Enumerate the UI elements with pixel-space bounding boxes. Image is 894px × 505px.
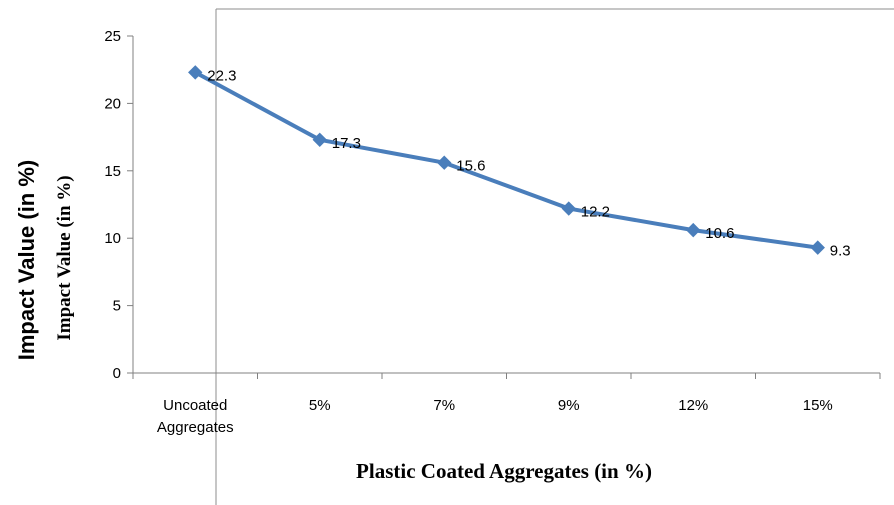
x-tick-label-line: 5%	[309, 397, 331, 414]
x-tick-label: Uncoated Aggregates	[157, 397, 234, 436]
x-tick-label-line: 15%	[803, 397, 833, 414]
data-label: 15.6	[456, 158, 485, 175]
data-point	[561, 201, 576, 216]
y-axis-label-overlay: Impact Value (in %)	[14, 160, 39, 361]
y-axis-ticks: 0 5 10 15 20 25	[104, 28, 133, 382]
x-tick-label: 5%	[309, 397, 331, 414]
data-label: 17.3	[332, 135, 361, 152]
x-axis-ticks: Uncoated Aggregates 5% 7% 9% 12% 15%	[132, 373, 881, 436]
y-tick-label: 25	[104, 28, 121, 45]
data-point	[686, 222, 701, 238]
data-point	[810, 240, 825, 255]
y-axis-label: Impact Value (in %)	[54, 175, 75, 340]
y-tick-label: 10	[104, 230, 121, 247]
x-tick-label: 12%	[678, 397, 708, 414]
x-tick-label-line: Aggregates	[157, 419, 234, 436]
data-label: 10.6	[705, 225, 734, 242]
data-point	[312, 132, 327, 148]
y-tick-label: 15	[104, 163, 121, 180]
x-tick-label-line: 7%	[433, 397, 455, 414]
data-point	[188, 65, 203, 80]
series-impact-value	[188, 65, 825, 255]
data-point	[437, 155, 452, 170]
data-label: 12.2	[581, 204, 610, 221]
x-tick-label: 15%	[803, 397, 833, 414]
y-tick-label: 20	[104, 95, 121, 112]
x-tick-label: 7%	[433, 397, 455, 414]
y-tick-label: 5	[113, 298, 121, 315]
data-label: 22.3	[207, 67, 236, 84]
y-tick-label: 0	[113, 365, 121, 382]
series-line	[194, 70, 819, 250]
x-tick-label-line: Uncoated	[163, 397, 227, 414]
x-axis-label: Plastic Coated Aggregates (in %)	[356, 459, 652, 483]
x-tick-label: 9%	[558, 397, 580, 414]
x-tick-label-line: 9%	[558, 397, 580, 414]
x-tick-label-line: 12%	[678, 397, 708, 414]
data-label: 9.3	[830, 243, 851, 260]
data-labels: 22.3 17.3 15.6 12.2 10.6 9.3	[207, 67, 850, 259]
